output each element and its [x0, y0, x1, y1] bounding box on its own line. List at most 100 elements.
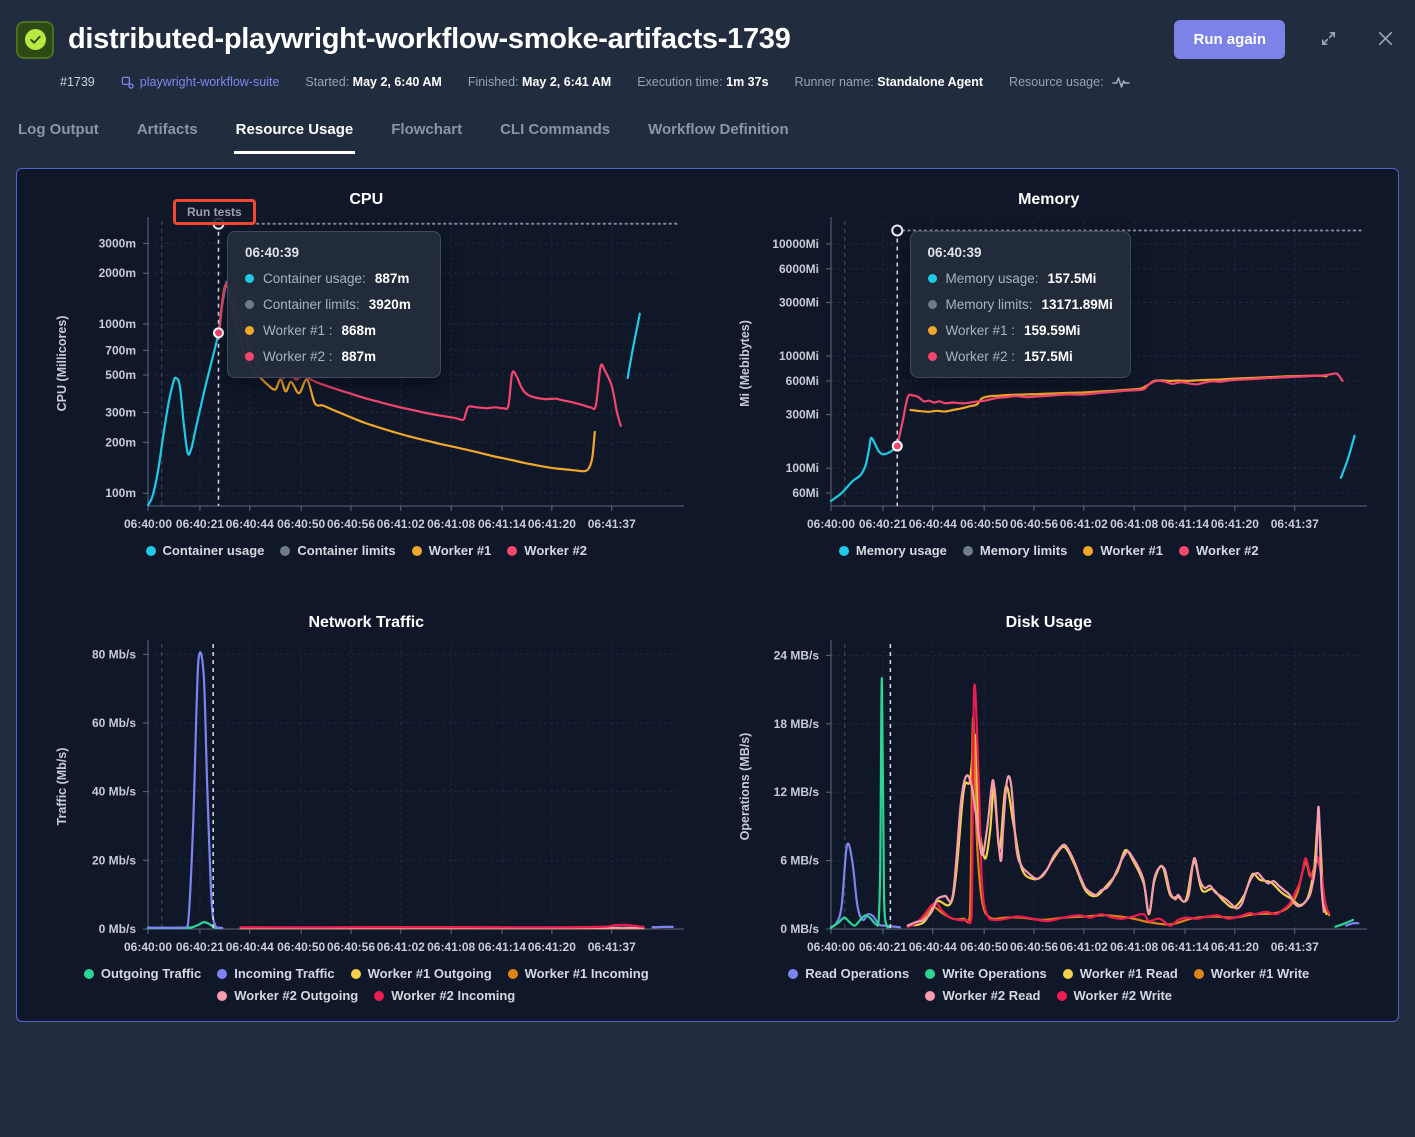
tooltip-row: Container limits: 3920m: [245, 297, 423, 312]
legend-dot: [1083, 545, 1094, 556]
status-passed-icon: [16, 20, 54, 59]
chart-legend: Container usage Container limits Worker #1…: [145, 543, 587, 558]
legend-dot: [925, 990, 936, 1001]
legend-dot: [374, 990, 385, 1001]
legend-label: Incoming Traffic: [234, 966, 335, 981]
tab-cli-commands[interactable]: CLI Commands: [500, 121, 611, 138]
series-worker-2-incoming: [239, 923, 645, 929]
x-tick-label: 06:40:50: [960, 940, 1008, 954]
y-tick-label: 80 Mb/s: [92, 647, 136, 661]
legend-item-worker-1-outgoing[interactable]: Worker #1 Outgoing: [350, 966, 492, 981]
legend-dot: [145, 545, 156, 556]
x-tick-label: 06:40:21: [859, 517, 907, 531]
legend-item-incoming-traffic[interactable]: Incoming Traffic: [217, 966, 335, 981]
legend-item-worker-1-read[interactable]: Worker #1 Read: [1062, 966, 1178, 981]
network-chart[interactable]: 06:40:00 06:40:21 06:40:44 06:40:50 06:40:56…: [36, 634, 696, 964]
x-tick-label: 06:41:14: [1161, 940, 1209, 954]
tooltip-series-dot: [245, 352, 254, 361]
memory-chart-card: Memory 06:40:00 06:40:21 06:40:44 06:40:50 0…: [708, 181, 1391, 558]
legend-item-worker-2-write[interactable]: Worker #2 Write: [1056, 988, 1172, 1003]
x-tick-label: 06:40:56: [1010, 940, 1058, 954]
series-write-operations: [829, 677, 891, 929]
legend-item-memory-limits[interactable]: Memory limits: [962, 543, 1067, 558]
x-tick-label: 06:41:14: [478, 940, 526, 954]
series-write-operations: [1334, 918, 1354, 928]
execution-time-meta: Execution time: 1m 37s: [637, 75, 769, 89]
x-tick-label: 06:40:50: [960, 517, 1008, 531]
suite-link[interactable]: playwright-workflow-suite: [121, 75, 279, 89]
x-tick-label: 06:41:08: [1110, 940, 1158, 954]
x-tick-label: 06:41:02: [377, 940, 425, 954]
y-tick-label: 100m: [106, 486, 137, 500]
legend-label: Worker #1 Outgoing: [367, 966, 492, 981]
legend-dot: [1193, 968, 1204, 979]
series-worker-2: [895, 372, 1344, 448]
legend-dot: [962, 545, 973, 556]
tab-flowchart[interactable]: Flowchart: [391, 121, 463, 138]
run-tests-step-chip[interactable]: Run tests: [173, 199, 256, 225]
legend-item-worker-2-read[interactable]: Worker #2 Read: [925, 988, 1041, 1003]
expand-icon[interactable]: [1315, 25, 1342, 55]
legend-item-worker-2-outgoing[interactable]: Worker #2 Outgoing: [217, 988, 358, 1003]
x-tick-label: 06:40:56: [327, 940, 375, 954]
legend-item-worker-1[interactable]: Worker #1: [411, 543, 491, 558]
finished-meta: Finished: May 2, 6:41 AM: [467, 75, 612, 89]
tab-resource-usage[interactable]: Resource Usage: [233, 113, 356, 154]
legend-item-container-limits[interactable]: Container limits: [280, 543, 396, 558]
header: distributed-playwright-workflow-smoke-ar…: [0, 0, 1415, 89]
legend-item-worker-2-incoming[interactable]: Worker #2 Incoming: [374, 988, 515, 1003]
x-tick-label: 06:41:37: [1270, 940, 1318, 954]
legend-item-worker-2[interactable]: Worker #2: [507, 543, 587, 558]
legend-item-outgoing-traffic[interactable]: Outgoing Traffic: [83, 966, 202, 981]
tooltip-time: 06:40:39: [245, 245, 300, 260]
legend-item-write-operations[interactable]: Write Operations: [925, 966, 1047, 981]
chart-title: Memory: [1018, 191, 1080, 208]
resource-usage-panel: CPU 06:40:00 06:40:21 06:40:44 06:40:50 06:4…: [16, 168, 1399, 1022]
pulse-icon: [1111, 77, 1130, 88]
x-tick-label: 06:41:14: [478, 517, 526, 531]
y-tick-label: 0 MB/s: [780, 922, 819, 936]
series-container-usage: [626, 312, 642, 380]
legend-item-worker-2[interactable]: Worker #2: [1178, 543, 1259, 558]
x-tick-label: 06:40:21: [859, 940, 907, 954]
legend-dot: [280, 545, 291, 556]
tooltip-series-dot: [927, 274, 937, 283]
hover-point: [891, 440, 903, 452]
y-tick-label: 300m: [106, 406, 137, 420]
y-tick-label: 24 MB/s: [773, 648, 819, 662]
tab-log-output[interactable]: Log Output: [18, 121, 99, 138]
hover-point: [213, 327, 225, 339]
legend-label: Container usage: [162, 543, 265, 558]
x-tick-label: 06:40:44: [226, 517, 274, 531]
tooltip-row: Memory usage: 157.5Mi: [927, 271, 1113, 286]
legend-item-container-usage[interactable]: Container usage: [145, 543, 265, 558]
legend-item-worker-1-incoming[interactable]: Worker #1 Incoming: [507, 966, 649, 981]
legend-item-worker-1[interactable]: Worker #1: [1083, 543, 1163, 558]
legend-item-worker-1-write[interactable]: Worker #1 Write: [1193, 966, 1310, 981]
y-tick-label: 700m: [106, 343, 137, 357]
y-tick-label: 60Mi: [792, 486, 819, 500]
tooltip-series-dot: [927, 300, 937, 309]
run-again-button[interactable]: Run again: [1174, 20, 1285, 59]
x-tick-label: 06:41:20: [1211, 940, 1259, 954]
legend-item-memory-usage[interactable]: Memory usage: [838, 543, 947, 558]
tab-workflow-definition[interactable]: Workflow Definition: [648, 121, 789, 138]
tooltip-series-dot: [245, 274, 254, 283]
tooltip-row: Worker #1 : 868m: [245, 323, 423, 338]
legend-label: Write Operations: [942, 966, 1047, 981]
tooltip-row: Worker #1 : 159.59Mi: [927, 323, 1113, 338]
disk-chart[interactable]: 06:40:00 06:40:21 06:40:44 06:40:50 06:40:56…: [719, 634, 1379, 964]
y-tick-label: 2000m: [99, 266, 136, 280]
legend-dot: [411, 545, 422, 556]
resource-usage-meta: Resource usage:: [1009, 75, 1130, 89]
legend-label: Outgoing Traffic: [100, 966, 202, 981]
chart-tooltip: 06:40:39 Memory usage: 157.5Mi Memory limi…: [909, 231, 1131, 378]
chart-legend: Outgoing Traffic Incoming Traffic Worker #…: [46, 966, 686, 1003]
legend-item-read-operations[interactable]: Read Operations: [788, 966, 909, 981]
legend-label: Worker #1 Write: [1210, 966, 1310, 981]
x-tick-label: 06:40:00: [124, 940, 172, 954]
y-tick-label: 500m: [106, 368, 137, 382]
series-read-operations: [1344, 922, 1360, 927]
close-icon[interactable]: [1372, 25, 1399, 55]
tab-artifacts[interactable]: Artifacts: [136, 121, 198, 138]
